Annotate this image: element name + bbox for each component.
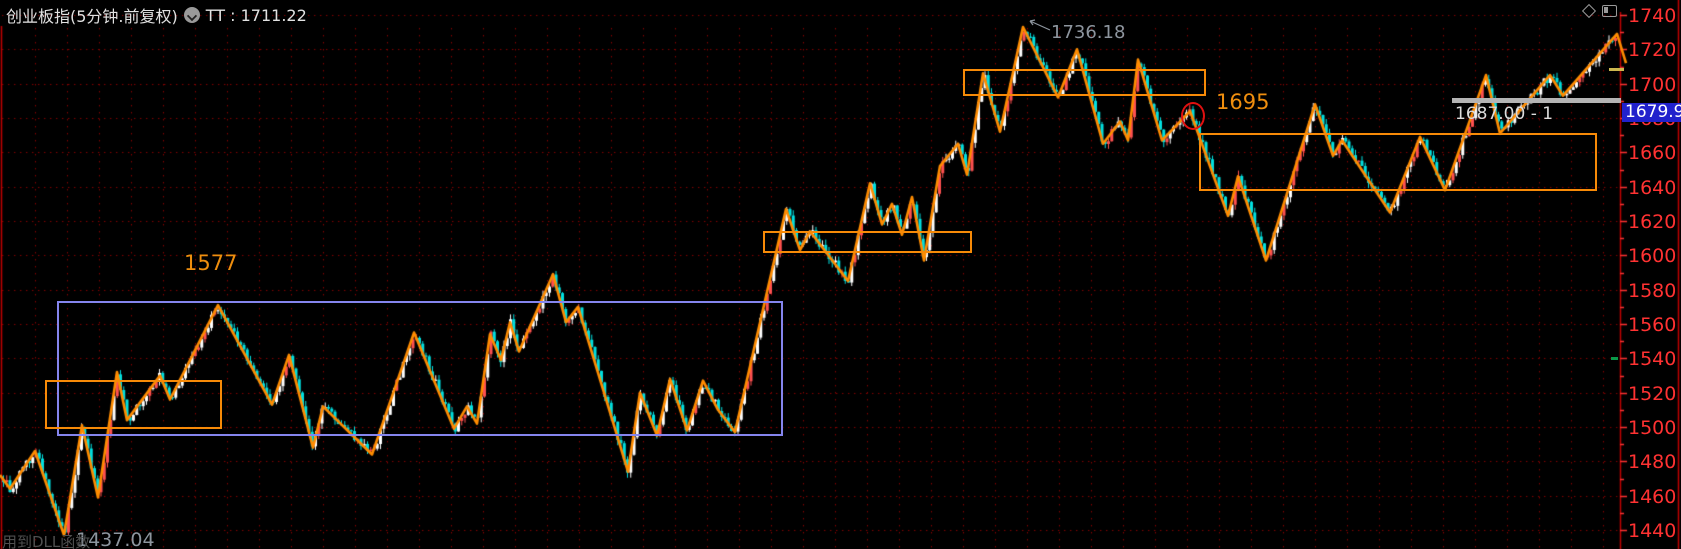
measure-line[interactable]: [1452, 98, 1621, 103]
high-label-leader-line: [1029, 19, 1051, 31]
panel-layout-icon[interactable]: [1602, 5, 1617, 17]
annotation-box-top[interactable]: [963, 69, 1206, 97]
chart-header: 创业板指(5分钟.前复权) TT : 1711.22: [6, 3, 307, 27]
axis-tick-label: 1700: [1628, 73, 1677, 96]
annotation-box-mid[interactable]: [763, 230, 972, 253]
green-axis-mark: [1611, 356, 1618, 360]
axis-tick-label: 1600: [1628, 245, 1677, 268]
instrument-title: 创业板指(5分钟.前复权): [6, 7, 178, 26]
axis-tick-label: 1480: [1628, 451, 1677, 474]
high-price-label: 1736.18: [1051, 22, 1126, 43]
chevron-down-circle-icon[interactable]: [183, 7, 200, 23]
measure-value-label[interactable]: 1687.00 - 1: [1455, 104, 1554, 124]
axis-tick-label: 1520: [1628, 382, 1677, 405]
zone-price-label[interactable]: 1577: [184, 251, 238, 275]
last-price-dash: [1609, 68, 1624, 71]
annotation-box-left-large[interactable]: [57, 300, 783, 437]
axis-tick-label: 1720: [1628, 39, 1677, 62]
axis-tick-label: 1560: [1628, 314, 1677, 336]
header-tools: [1581, 3, 1617, 19]
indicator-value: TT : 1711.22: [205, 5, 307, 25]
axis-tick-label: 1460: [1628, 485, 1677, 508]
axis-tick-label: 1660: [1628, 142, 1677, 165]
current-price-tag: 1679.9: [1622, 103, 1681, 122]
axis-tick-label: 1540: [1628, 348, 1677, 371]
annotation-box-right[interactable]: [1199, 132, 1597, 191]
circle-annotation[interactable]: [1181, 101, 1205, 130]
circle-price-label[interactable]: 1695: [1216, 90, 1270, 114]
axis-tick-label: 1440: [1628, 520, 1677, 542]
low-price-label: 1437.04: [76, 529, 155, 549]
dll-status-text: 用到DLL函数: [2, 533, 91, 549]
axis-tick-label: 1500: [1628, 417, 1677, 439]
diamond-icon[interactable]: [1581, 3, 1597, 19]
annotation-box-left-small[interactable]: [45, 379, 222, 430]
axis-tick-label: 1580: [1628, 279, 1677, 302]
axis-tick-label: 1640: [1628, 176, 1677, 199]
axis-tick-label: 1740: [1628, 5, 1677, 27]
axis-tick-label: 1620: [1628, 211, 1677, 233]
